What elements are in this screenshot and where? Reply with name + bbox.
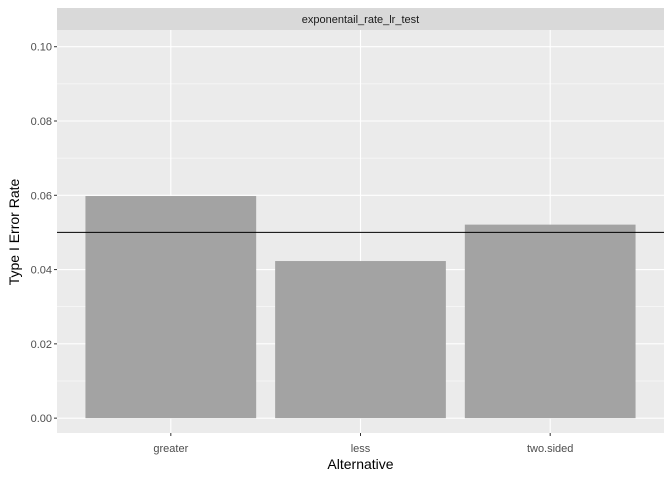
x-axis: greater less two.sided	[153, 433, 573, 455]
y-axis-title: Type I Error Rate	[6, 178, 22, 285]
bars	[85, 196, 636, 419]
y-tick-label: 0.04	[31, 265, 52, 277]
y-tick-label: 0.10	[31, 42, 52, 54]
x-tick-label: less	[351, 443, 371, 455]
bar-less	[275, 261, 446, 419]
facet-title: exponentail_rate_lr_test	[302, 14, 419, 26]
bar-two-sided	[464, 224, 636, 419]
y-tick-label: 0.00	[31, 413, 52, 425]
y-tick-label: 0.08	[31, 116, 52, 128]
facet-strip	[57, 8, 664, 30]
y-tick-label: 0.06	[31, 190, 52, 202]
x-tick-label: greater	[153, 443, 188, 455]
y-tick-label: 0.02	[31, 339, 52, 351]
x-axis-title: Alternative	[327, 456, 393, 472]
x-tick-label: two.sided	[527, 443, 573, 455]
bar-greater	[85, 196, 257, 419]
y-axis: 0.00 0.02 0.04 0.06 0.08 0.10	[31, 42, 57, 425]
